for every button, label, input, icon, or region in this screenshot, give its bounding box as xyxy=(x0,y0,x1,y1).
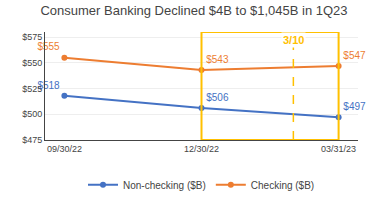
svg-text:$518: $518 xyxy=(37,80,60,91)
svg-text:$543: $543 xyxy=(206,54,229,65)
svg-text:$475: $475 xyxy=(22,135,42,145)
svg-text:03/31/23: 03/31/23 xyxy=(321,144,356,154)
svg-text:Checking ($B): Checking ($B) xyxy=(251,180,314,191)
svg-text:$500: $500 xyxy=(22,109,42,119)
svg-text:3/10: 3/10 xyxy=(283,34,304,46)
svg-text:09/30/22: 09/30/22 xyxy=(47,144,82,154)
svg-text:Non-checking ($B): Non-checking ($B) xyxy=(123,180,206,191)
svg-text:$555: $555 xyxy=(37,41,60,52)
svg-text:$575: $575 xyxy=(22,32,42,42)
svg-text:$506: $506 xyxy=(206,92,229,103)
svg-text:Consumer Banking Declined $4B: Consumer Banking Declined $4B to $1,045B… xyxy=(40,3,347,18)
svg-text:$547: $547 xyxy=(343,50,366,61)
svg-text:$525: $525 xyxy=(22,84,42,94)
svg-text:12/30/22: 12/30/22 xyxy=(184,144,219,154)
svg-text:$550: $550 xyxy=(22,58,42,68)
svg-text:$497: $497 xyxy=(343,101,366,112)
